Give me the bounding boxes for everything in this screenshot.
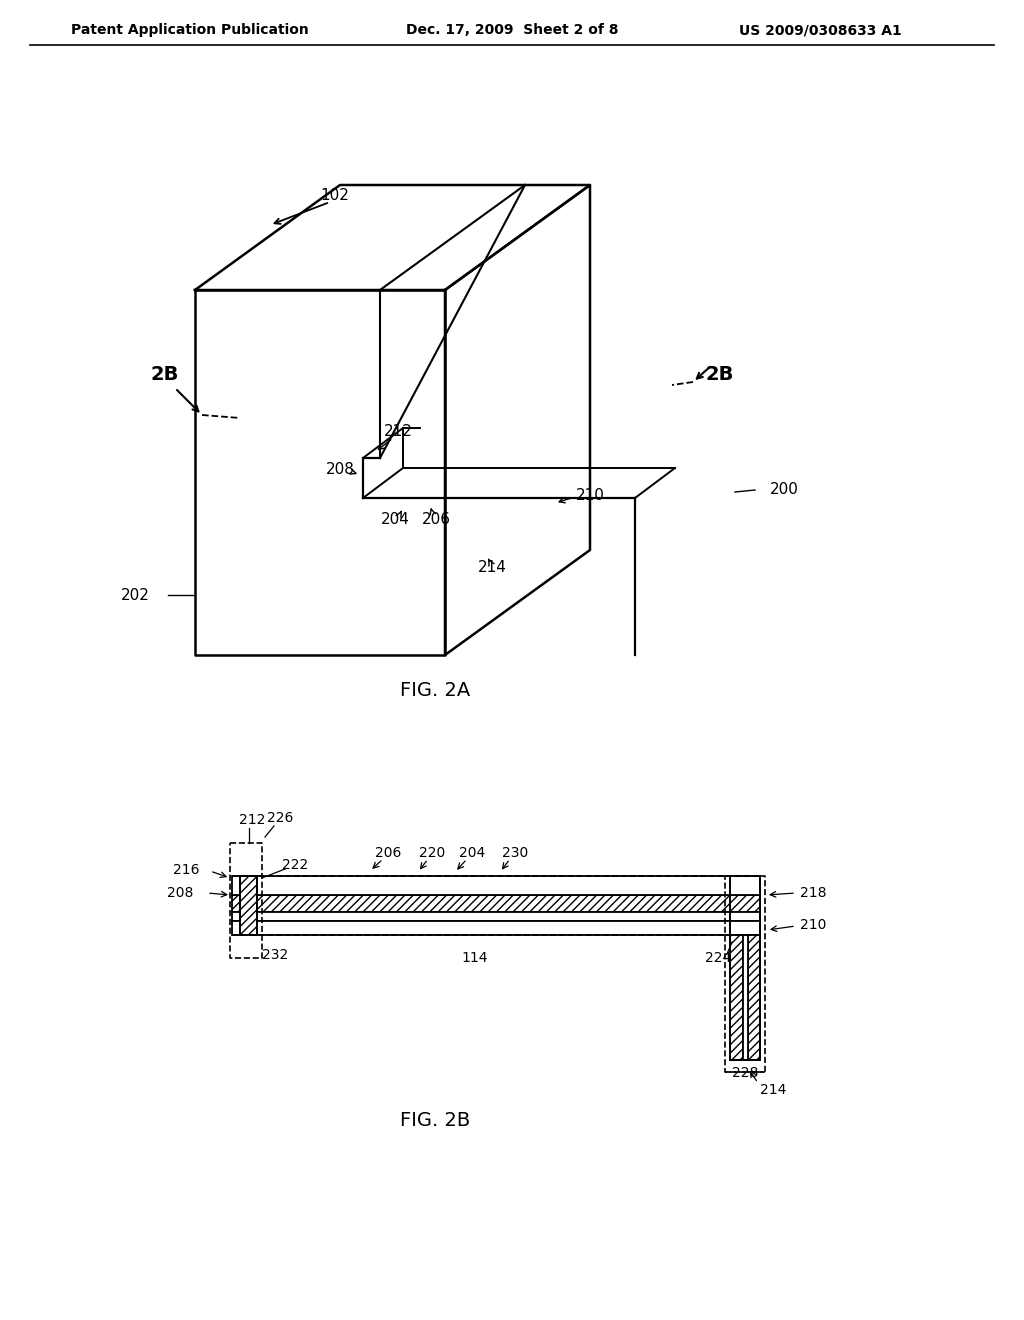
Polygon shape (232, 921, 760, 935)
Polygon shape (232, 912, 760, 921)
Text: Patent Application Publication: Patent Application Publication (71, 22, 309, 37)
Text: 204: 204 (381, 512, 410, 528)
Text: 214: 214 (760, 1082, 786, 1097)
Text: 2B: 2B (706, 366, 734, 384)
Text: 224: 224 (705, 950, 731, 965)
Text: 208: 208 (167, 886, 193, 900)
Text: 218: 218 (800, 886, 826, 900)
Polygon shape (748, 935, 760, 1060)
Text: 232: 232 (262, 948, 288, 962)
Text: 200: 200 (770, 483, 799, 498)
Text: US 2009/0308633 A1: US 2009/0308633 A1 (738, 22, 901, 37)
Text: 220: 220 (419, 846, 445, 861)
Text: FIG. 2A: FIG. 2A (400, 681, 470, 700)
Polygon shape (232, 876, 760, 895)
Text: 210: 210 (800, 917, 826, 932)
Text: 102: 102 (321, 187, 349, 202)
Text: 210: 210 (575, 487, 604, 503)
Polygon shape (232, 895, 760, 912)
Text: FIG. 2B: FIG. 2B (400, 1110, 470, 1130)
Text: 212: 212 (384, 425, 413, 440)
Text: 228: 228 (732, 1067, 758, 1080)
Text: 216: 216 (173, 863, 200, 876)
Text: 222: 222 (282, 858, 308, 873)
Text: 2B: 2B (151, 366, 179, 384)
Text: Dec. 17, 2009  Sheet 2 of 8: Dec. 17, 2009 Sheet 2 of 8 (406, 22, 618, 37)
Text: 114: 114 (462, 950, 488, 965)
Text: 214: 214 (477, 561, 507, 576)
Text: 230: 230 (502, 846, 528, 861)
Text: 226: 226 (267, 810, 293, 825)
Polygon shape (240, 876, 257, 935)
Text: 204: 204 (459, 846, 485, 861)
Polygon shape (743, 935, 748, 1060)
Text: 202: 202 (121, 587, 150, 602)
Text: 212: 212 (239, 813, 265, 828)
Text: 206: 206 (422, 512, 451, 528)
Text: 206: 206 (375, 846, 401, 861)
Polygon shape (730, 935, 743, 1060)
Text: 208: 208 (326, 462, 354, 478)
